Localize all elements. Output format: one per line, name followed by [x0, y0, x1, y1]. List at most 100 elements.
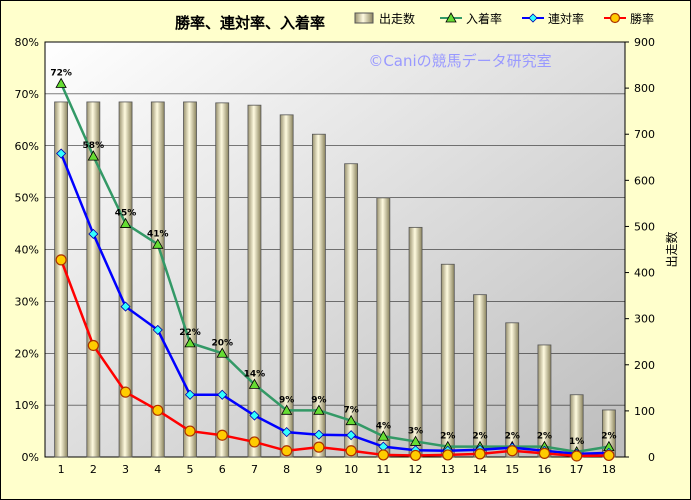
legend-label: 出走数	[379, 11, 415, 26]
bar-starts	[86, 101, 101, 458]
point-連対率	[346, 430, 357, 441]
data-label: 2%	[537, 432, 552, 442]
left-tick-label: 30%	[15, 295, 39, 308]
point-勝率	[409, 449, 422, 462]
bar-starts	[344, 163, 359, 458]
point-連対率	[249, 410, 260, 421]
x-tick-label: 5	[187, 463, 194, 476]
bar-starts	[440, 263, 455, 458]
point-入着率	[345, 414, 357, 426]
data-labels: 72% 58% 45% 41% 22% 20% 14% 9% 9% 7% 4% 3% 2% 2% 2% 2% 1…	[50, 69, 616, 447]
point-入着率	[280, 404, 293, 415]
data-label: 20%	[211, 338, 233, 348]
point-勝率	[152, 404, 164, 416]
legend-marker	[528, 13, 538, 23]
point-勝率	[313, 441, 325, 453]
data-label: 45%	[115, 209, 137, 219]
chart-title: 勝率、連対率、入着率	[175, 14, 325, 32]
point-勝率	[377, 449, 389, 461]
bar-starts	[247, 104, 262, 458]
point-連対率	[313, 429, 324, 440]
point-入着率	[248, 378, 261, 389]
right-tick-label: 600	[634, 174, 655, 187]
data-label: 41%	[147, 229, 169, 239]
bar-starts	[279, 114, 294, 458]
point-連対率	[217, 389, 228, 400]
point-勝率	[119, 386, 132, 398]
point-連対率	[281, 427, 292, 438]
data-label: 9%	[311, 395, 326, 405]
point-連対率	[152, 324, 163, 335]
point-入着率	[216, 347, 228, 358]
x-tick-label: 15	[505, 463, 519, 476]
left-tick-label: 40%	[15, 244, 39, 257]
point-入着率	[55, 77, 67, 88]
point-入着率	[152, 238, 164, 249]
point-勝率	[603, 449, 615, 462]
data-label: 4%	[376, 421, 391, 431]
point-入着率	[87, 150, 100, 161]
point-入着率	[377, 430, 390, 441]
left-tick-label: 50%	[15, 192, 39, 205]
legend-label: 入着率	[466, 11, 502, 26]
bar-starts	[376, 197, 391, 458]
data-label: 2%	[505, 432, 520, 442]
x-tick-label: 9	[315, 463, 322, 476]
x-tick-label: 1	[58, 463, 65, 476]
bar-starts	[183, 101, 197, 458]
x-tick-label: 3	[122, 463, 129, 476]
axes: 0% 10% 20% 30% 40% 50% 60% 70% 80% 0 100 200 300 400 5…	[15, 36, 655, 476]
x-tick-label: 14	[473, 463, 487, 476]
data-label: 2%	[601, 432, 616, 442]
point-入着率	[119, 217, 132, 228]
data-label: 2%	[472, 432, 487, 442]
right-tick-label: 900	[634, 36, 655, 49]
data-label: 72%	[50, 69, 72, 79]
right-tick-label: 500	[634, 220, 655, 233]
left-tick-label: 80%	[15, 36, 39, 49]
x-tick-label: 18	[602, 463, 616, 476]
x-tick-label: 7	[251, 463, 258, 476]
bar-starts	[118, 101, 133, 458]
point-連対率	[184, 389, 196, 400]
left-tick-label: 20%	[15, 347, 39, 360]
right-tick-label: 400	[634, 267, 655, 280]
bar-starts	[215, 102, 230, 458]
x-tick-label: 17	[570, 463, 584, 476]
point-勝率	[474, 448, 486, 460]
point-連対率	[120, 301, 131, 312]
right-tick-label: 0	[648, 451, 655, 464]
data-label: 22%	[179, 328, 201, 338]
left-tick-label: 70%	[15, 88, 39, 101]
data-label: 9%	[279, 395, 294, 405]
data-label: 2%	[440, 432, 455, 442]
point-勝率	[55, 254, 67, 266]
point-勝率	[216, 429, 228, 441]
x-tick-label: 10	[344, 463, 358, 476]
right-tick-label: 700	[634, 128, 655, 141]
data-label: 14%	[244, 369, 266, 379]
point-勝率	[506, 445, 518, 457]
legend-marker	[445, 12, 457, 23]
legend-label: 連対率	[548, 11, 584, 26]
right-axis-label: 出走数	[664, 231, 679, 267]
right-tick-label: 800	[634, 82, 655, 95]
x-tick-label: 16	[537, 463, 551, 476]
bar-starts	[505, 322, 520, 458]
point-入着率	[184, 337, 196, 348]
left-tick-label: 10%	[15, 399, 39, 412]
right-tick-label: 300	[634, 313, 655, 326]
legend-swatch-bar	[354, 12, 374, 24]
watermark-text: ©Caniの競馬データ研究室	[368, 52, 551, 70]
x-tick-label: 2	[90, 463, 97, 476]
x-tick-label: 11	[376, 463, 390, 476]
right-tick-label: 200	[634, 359, 655, 372]
bar-starts	[311, 133, 326, 458]
bar-starts	[150, 101, 165, 458]
legend-marker	[609, 12, 621, 24]
right-tick-label: 100	[634, 405, 655, 418]
x-tick-label: 4	[154, 463, 161, 476]
point-勝率	[281, 445, 293, 457]
point-勝率	[538, 447, 551, 459]
